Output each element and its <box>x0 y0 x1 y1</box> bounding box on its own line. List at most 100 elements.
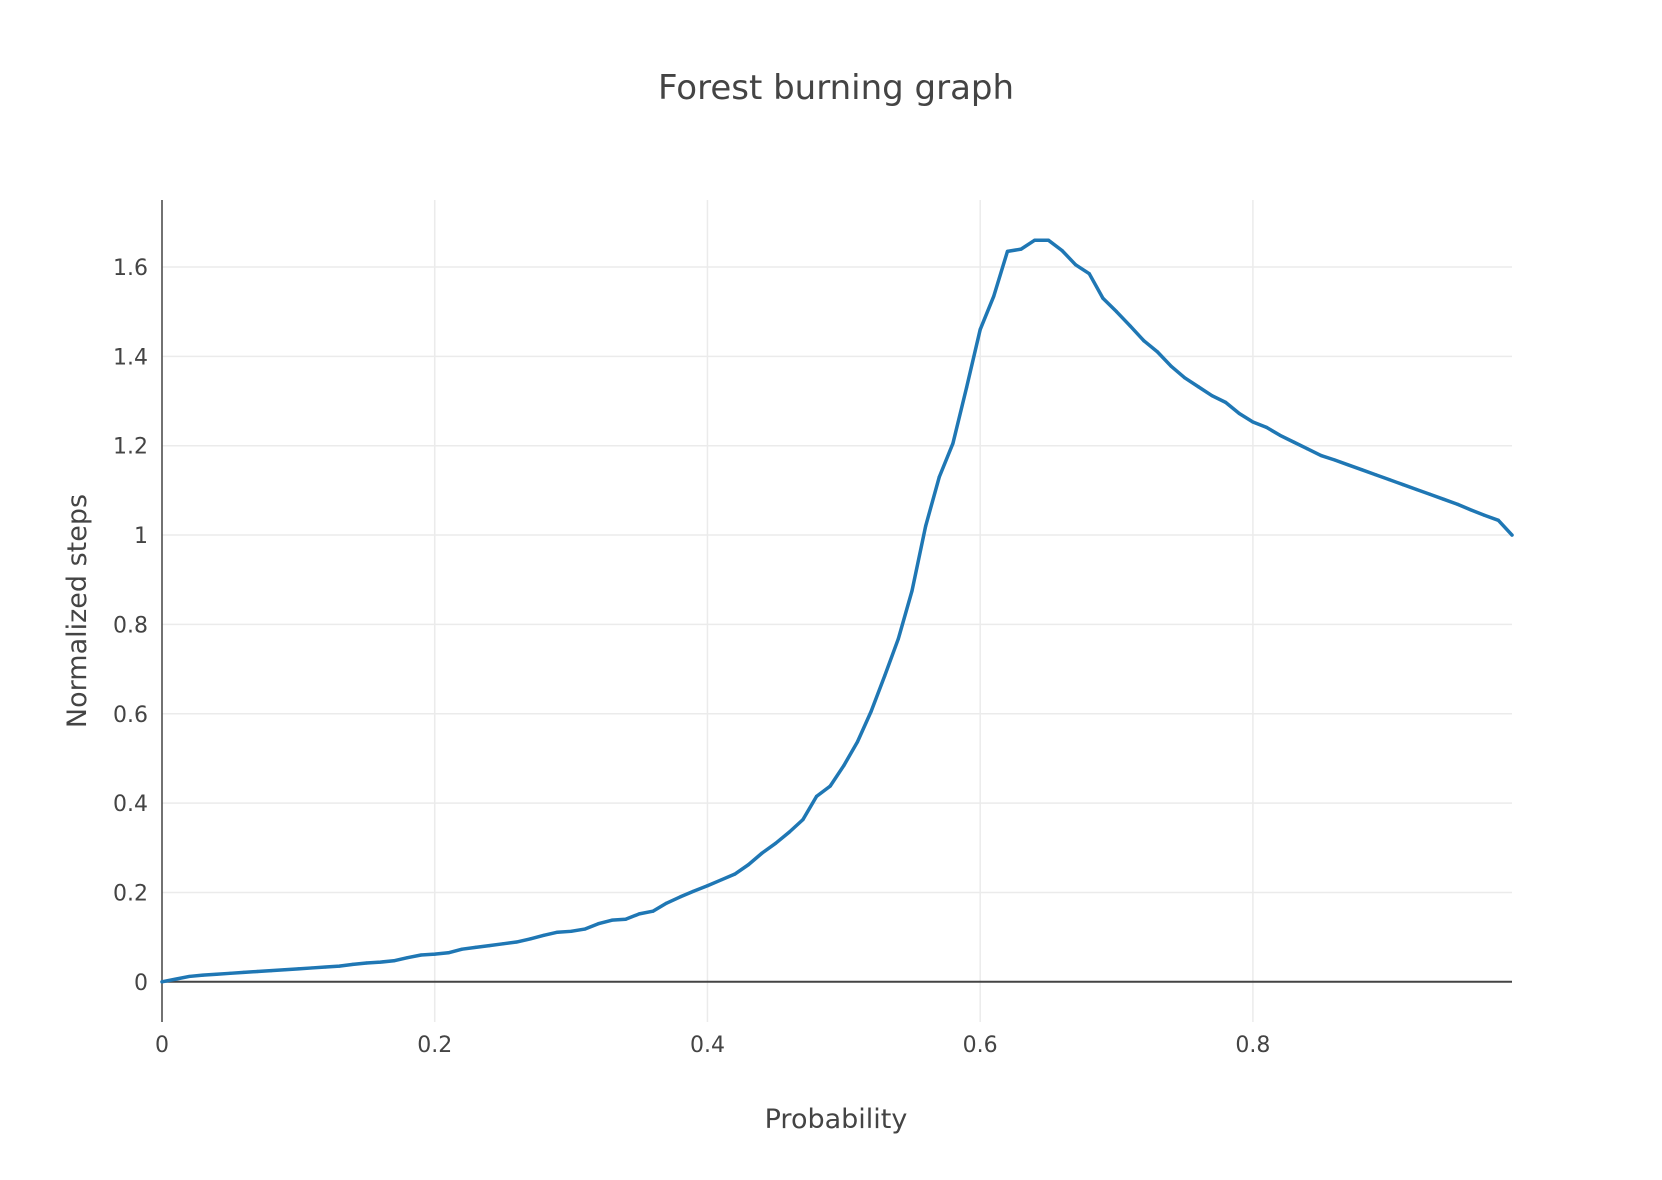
data-point <box>501 942 505 946</box>
data-point <box>187 974 191 979</box>
data-point <box>1183 376 1187 380</box>
data-point <box>1074 263 1078 267</box>
data-point <box>964 386 969 390</box>
data-point <box>610 918 614 922</box>
x-tick-labels: 0 0.2 0.4 0.6 0.8 <box>155 1033 1270 1058</box>
data-point <box>733 872 737 876</box>
data-point <box>924 524 928 528</box>
y-tick-label: 1.2 <box>113 435 148 460</box>
data-point <box>555 930 560 934</box>
data-point <box>828 784 832 788</box>
data-point <box>528 937 532 941</box>
x-tick-label: 0.8 <box>1235 1033 1270 1058</box>
y-tick-label: 1.4 <box>113 345 148 370</box>
data-point <box>583 927 587 931</box>
data-point <box>1264 425 1269 429</box>
data-point <box>705 884 710 888</box>
data-point <box>474 945 478 949</box>
data-point <box>1292 440 1296 444</box>
data-point <box>446 951 450 955</box>
x-tick-label: 0.4 <box>690 1033 725 1058</box>
data-point <box>787 830 791 834</box>
data-point <box>1224 400 1228 404</box>
data-point <box>310 966 314 970</box>
data-point <box>1210 394 1214 398</box>
data-point <box>1114 310 1119 314</box>
data-point <box>242 970 246 975</box>
x-gridlines <box>433 200 1254 1022</box>
data-point <box>664 901 669 905</box>
data-point <box>1442 497 1446 501</box>
data-point <box>174 977 178 981</box>
y-tick-label: 0.8 <box>113 613 148 638</box>
data-point <box>419 953 423 957</box>
data-point <box>1237 411 1241 416</box>
data-point <box>1046 238 1050 242</box>
data-point <box>283 968 287 972</box>
x-axis-title: Probability <box>765 1104 908 1135</box>
data-point <box>1278 433 1282 438</box>
data-point <box>324 965 328 969</box>
data-point <box>1428 492 1432 497</box>
data-point <box>1196 385 1200 389</box>
y-tick-label: 0.6 <box>113 703 148 728</box>
y-axis-title: Normalized steps <box>62 494 93 728</box>
y-tick-label: 1.6 <box>113 256 148 281</box>
data-point <box>1387 478 1391 482</box>
data-point <box>1005 249 1010 253</box>
x-tick-label: 0.2 <box>417 1033 452 1058</box>
data-point <box>624 917 628 921</box>
data-point <box>1251 420 1255 424</box>
plot-area <box>160 238 1514 984</box>
data-point <box>596 922 600 926</box>
y-tick-label: 0.2 <box>113 881 148 906</box>
data-point <box>1510 533 1514 537</box>
data-point <box>433 952 437 956</box>
data-point <box>896 637 900 641</box>
data-point <box>842 763 846 768</box>
data-point <box>937 475 941 479</box>
data-point <box>951 441 955 446</box>
data-point <box>460 947 464 951</box>
data-point <box>255 969 260 974</box>
series-points <box>160 238 1514 984</box>
data-point <box>569 929 573 933</box>
data-point <box>883 674 887 678</box>
data-point <box>1033 238 1037 242</box>
data-point <box>201 973 205 977</box>
data-point <box>160 980 164 984</box>
data-point <box>814 794 819 798</box>
x-tick-label: 0.6 <box>963 1033 998 1058</box>
data-point <box>228 971 232 975</box>
data-point <box>1360 468 1364 472</box>
y-gridlines <box>162 266 1512 983</box>
data-point <box>746 863 750 867</box>
data-point <box>637 912 641 916</box>
data-point <box>364 961 369 965</box>
data-point <box>678 895 682 899</box>
data-point <box>1401 482 1405 487</box>
data-point <box>392 959 396 963</box>
data-point <box>1101 296 1105 300</box>
data-point <box>774 841 778 845</box>
data-point <box>1333 458 1337 462</box>
data-point <box>1374 473 1378 477</box>
data-point <box>719 878 723 882</box>
data-point <box>1305 447 1310 451</box>
data-point <box>542 933 546 937</box>
data-point <box>337 964 341 968</box>
data-point <box>1087 272 1091 276</box>
data-point <box>869 709 873 714</box>
data-point <box>1319 453 1323 458</box>
y-tick-label: 1 <box>134 524 148 549</box>
data-point <box>1019 247 1023 251</box>
y-tick-label: 0 <box>134 971 148 996</box>
data-point <box>1496 518 1500 522</box>
data-point <box>1414 487 1419 492</box>
data-point <box>692 889 696 893</box>
data-point <box>1346 463 1350 467</box>
data-point <box>296 967 300 971</box>
data-point <box>992 294 996 298</box>
data-point <box>1455 502 1460 506</box>
